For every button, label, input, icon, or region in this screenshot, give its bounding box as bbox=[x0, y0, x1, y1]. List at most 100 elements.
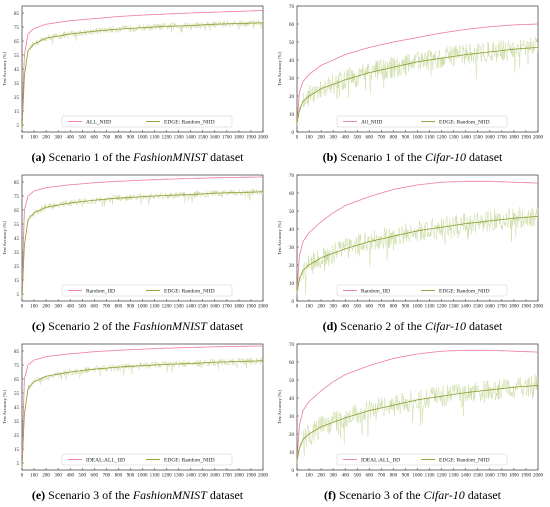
x-tick-label: 1400 bbox=[461, 136, 472, 141]
x-tick-label: 1800 bbox=[234, 136, 245, 141]
x-tick-label: 300 bbox=[54, 474, 62, 479]
x-tick-label: 100 bbox=[30, 305, 38, 310]
y-tick-label: 85 bbox=[14, 350, 20, 355]
x-tick-label: 1300 bbox=[174, 305, 185, 310]
series-noise-1 bbox=[21, 19, 264, 131]
x-tick-label: 700 bbox=[378, 136, 386, 141]
y-tick-label: 55 bbox=[14, 54, 20, 59]
y-tick-label: 0 bbox=[292, 469, 295, 474]
y-tick-label: 30 bbox=[289, 77, 295, 82]
caption-text: Scenario 2 of the bbox=[340, 319, 422, 333]
chart-a: 5 15 25 35 45 55 65 75 85 0 100 200 300 400 500 600 700 8… bbox=[2, 5, 269, 141]
panel-d: 0 10 20 30 40 50 60 70 0 100 200 300 400 500 600 700 800… bbox=[275, 169, 550, 338]
caption-text: Scenario 1 of the bbox=[48, 150, 131, 164]
x-tick-label: 1200 bbox=[437, 305, 448, 310]
caption-f: (f) Scenario 3 of the Cifar-10 dataset bbox=[275, 488, 550, 503]
x-tick-label: 0 bbox=[296, 305, 299, 310]
x-tick-label: 400 bbox=[66, 305, 74, 310]
x-tick-label: 400 bbox=[341, 136, 349, 141]
x-tick-label: 600 bbox=[91, 136, 99, 141]
panel-c: 5 15 25 35 45 55 65 75 85 0 100 200 300 400 500 600 700 8… bbox=[0, 169, 275, 338]
x-tick-label: 1900 bbox=[246, 136, 257, 141]
x-tick-label: 1100 bbox=[425, 305, 435, 310]
series-line-1 bbox=[21, 191, 263, 299]
x-tick-label: 700 bbox=[103, 136, 111, 141]
y-tick-label: 15 bbox=[14, 279, 20, 284]
y-tick-label: 20 bbox=[289, 95, 295, 100]
x-tick-label: 500 bbox=[79, 474, 87, 479]
legend-label: EDGE: Random_NIID bbox=[439, 458, 490, 464]
x-tick-label: 1100 bbox=[425, 136, 435, 141]
x-tick-label: 1400 bbox=[186, 136, 197, 141]
caption-c: (c) Scenario 2 of the FashionMNIST datas… bbox=[0, 319, 275, 334]
y-tick-label: 70 bbox=[289, 174, 295, 179]
x-tick-label: 1000 bbox=[138, 136, 149, 141]
x-tick-label: 900 bbox=[402, 474, 410, 479]
x-tick-label: 1800 bbox=[509, 474, 520, 479]
y-tick-label: 10 bbox=[289, 113, 295, 118]
x-tick-label: 1700 bbox=[497, 136, 508, 141]
y-tick-label: 50 bbox=[289, 210, 295, 215]
x-tick-label: 1300 bbox=[449, 136, 460, 141]
x-tick-label: 1500 bbox=[198, 305, 209, 310]
series-line-1 bbox=[21, 22, 263, 130]
x-tick-label: 800 bbox=[115, 474, 123, 479]
y-tick-label: 75 bbox=[14, 195, 20, 200]
series-line-1 bbox=[296, 216, 539, 293]
plot-frame bbox=[21, 5, 264, 133]
y-tick-label: 55 bbox=[14, 223, 20, 228]
x-tick-label: 1900 bbox=[521, 136, 532, 141]
panel-e: 5 15 25 35 45 55 65 75 85 0 100 200 300 400 500 600 700 8… bbox=[0, 338, 275, 507]
x-tick-label: 400 bbox=[341, 305, 349, 310]
x-tick-label: 1700 bbox=[222, 136, 233, 141]
x-tick-label: 0 bbox=[21, 305, 24, 310]
caption-text: Scenario 3 of the bbox=[48, 488, 130, 502]
y-tick-label: 20 bbox=[289, 433, 295, 438]
x-tick-label: 400 bbox=[66, 474, 74, 479]
y-tick-label: 60 bbox=[289, 23, 295, 28]
x-tick-label: 200 bbox=[42, 305, 50, 310]
x-tick-label: 400 bbox=[66, 136, 74, 141]
y-tick-label: 40 bbox=[289, 397, 295, 402]
series-line-0 bbox=[296, 180, 538, 293]
y-tick-label: 30 bbox=[289, 415, 295, 420]
x-tick-label: 100 bbox=[30, 474, 38, 479]
x-tick-label: 100 bbox=[305, 305, 313, 310]
x-tick-label: 1500 bbox=[473, 136, 484, 141]
y-tick-label: 30 bbox=[289, 246, 295, 251]
plot-frame bbox=[296, 5, 539, 133]
y-tick-label: 50 bbox=[289, 379, 295, 384]
y-tick-label: 65 bbox=[14, 378, 20, 383]
series-line-1 bbox=[296, 47, 539, 124]
y-axis-label: Test Accuracy [%] bbox=[277, 221, 282, 255]
caption-dataset: Cifar-10 bbox=[424, 150, 467, 164]
x-tick-label: 600 bbox=[366, 136, 374, 141]
x-tick-label: 0 bbox=[21, 136, 24, 141]
x-tick-label: 1600 bbox=[210, 305, 221, 310]
x-tick-label: 1100 bbox=[425, 474, 435, 479]
caption-text: Scenario 2 of the bbox=[48, 319, 130, 333]
y-tick-label: 45 bbox=[14, 406, 20, 411]
x-tick-label: 1400 bbox=[461, 305, 472, 310]
x-tick-label: 500 bbox=[79, 136, 87, 141]
x-tick-label: 1300 bbox=[174, 474, 185, 479]
x-tick-label: 500 bbox=[354, 136, 362, 141]
y-tick-label: 65 bbox=[14, 40, 20, 45]
series-line-1 bbox=[21, 360, 263, 468]
chart-e: 5 15 25 35 45 55 65 75 85 0 100 200 300 400 500 600 700 8… bbox=[2, 343, 269, 479]
x-tick-label: 1600 bbox=[210, 136, 221, 141]
y-tick-label: 85 bbox=[14, 181, 20, 186]
legend-label: IDEAL:ALL_IID bbox=[86, 458, 125, 464]
x-tick-label: 1000 bbox=[413, 136, 424, 141]
x-tick-label: 1900 bbox=[246, 474, 257, 479]
y-axis-label: Test Accuracy [%] bbox=[277, 390, 282, 424]
y-tick-label: 60 bbox=[289, 361, 295, 366]
x-tick-label: 800 bbox=[390, 474, 398, 479]
x-tick-label: 1500 bbox=[473, 474, 484, 479]
y-tick-label: 10 bbox=[289, 451, 295, 456]
y-tick-label: 5 bbox=[17, 124, 20, 129]
x-tick-label: 1400 bbox=[186, 305, 197, 310]
legend-label: EDGE: Random_NIID bbox=[439, 289, 490, 295]
